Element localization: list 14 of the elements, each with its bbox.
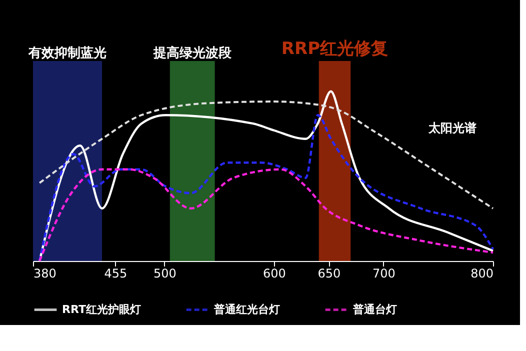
band-label: 有效抑制蓝光	[28, 45, 106, 61]
band-label: RRP红光修复	[281, 39, 388, 59]
x-tick-label: 380	[34, 266, 56, 280]
x-tick-label: 800	[470, 266, 494, 280]
legend-label: RRT红光护眼灯	[62, 302, 141, 316]
x-tick-label: 600	[263, 266, 286, 280]
x-tick-label: 500	[153, 266, 176, 280]
legend-label: 普通红光台灯	[213, 302, 280, 316]
legend-label: 普通台灯	[352, 302, 397, 316]
annotation: 太阳光谱	[428, 121, 477, 135]
x-tick-label: 700	[372, 266, 396, 280]
x-tick-label: 650	[318, 266, 341, 280]
band-label: 提高绿光波段	[152, 45, 232, 61]
x-tick-label: 455	[104, 266, 128, 280]
